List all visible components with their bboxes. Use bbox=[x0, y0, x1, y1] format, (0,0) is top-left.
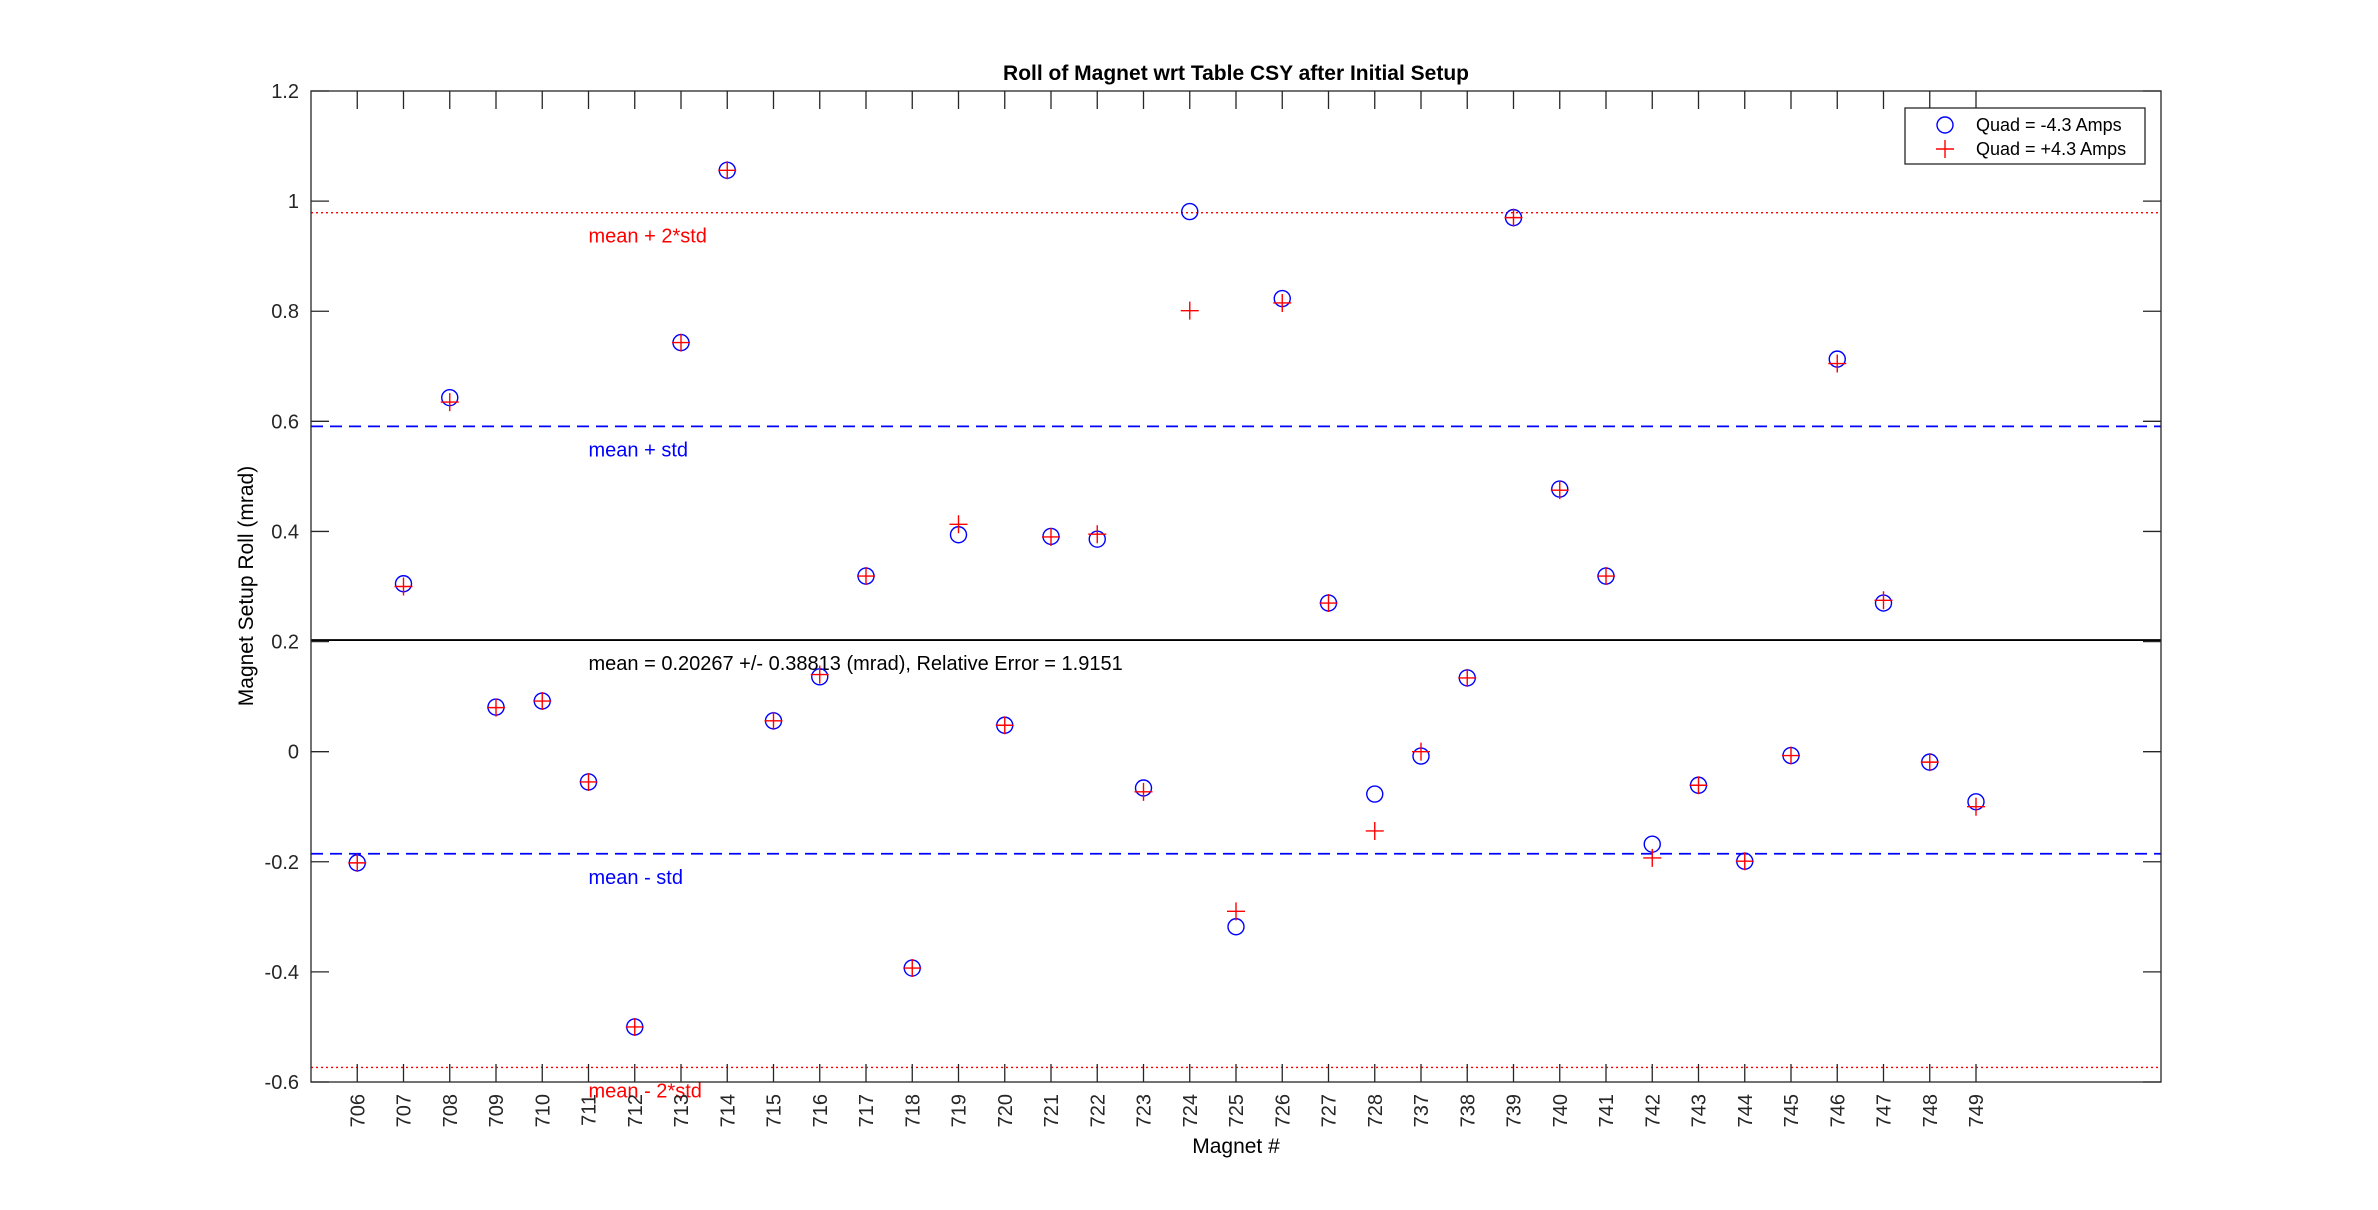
data-point-plus bbox=[1782, 746, 1800, 765]
reference-line-label: mean + 2*std bbox=[589, 226, 707, 248]
x-tick-label: 708 bbox=[440, 1094, 462, 1127]
y-tick-label: 0.4 bbox=[271, 521, 299, 543]
data-point-plus bbox=[579, 772, 598, 791]
x-tick-label: 746 bbox=[1827, 1094, 1849, 1127]
x-tick-label: 727 bbox=[1319, 1094, 1341, 1127]
data-point-circle bbox=[1227, 918, 1245, 936]
data-point-plus bbox=[764, 711, 783, 730]
y-tick-label: -0.6 bbox=[265, 1072, 299, 1094]
y-tick-label: -0.4 bbox=[265, 962, 299, 984]
reference-line-label: mean - 2*std bbox=[589, 1080, 702, 1102]
data-point-plus bbox=[1180, 301, 1199, 320]
x-tick-label: 725 bbox=[1226, 1094, 1248, 1127]
data-point-plus bbox=[1042, 527, 1060, 546]
x-tick-label: 709 bbox=[486, 1094, 508, 1127]
legend-marker bbox=[1936, 140, 1954, 158]
x-tick-label: 716 bbox=[810, 1094, 832, 1127]
data-point-plus bbox=[857, 567, 875, 586]
data-point-plus bbox=[1134, 782, 1153, 801]
data-point-plus bbox=[348, 853, 367, 872]
x-tick-label: 726 bbox=[1272, 1094, 1294, 1127]
y-tick-label: 1 bbox=[288, 191, 299, 213]
data-point-plus bbox=[1967, 797, 1985, 816]
x-tick-label: 723 bbox=[1134, 1094, 1156, 1127]
data-point-plus bbox=[810, 665, 829, 684]
legend-label: Quad = -4.3 Amps bbox=[1976, 115, 2122, 135]
data-point-plus bbox=[1504, 208, 1523, 227]
reference-line-label: mean - std bbox=[589, 867, 683, 889]
x-tick-label: 738 bbox=[1457, 1094, 1479, 1127]
x-tick-label: 720 bbox=[995, 1094, 1017, 1127]
data-point-plus bbox=[1597, 567, 1615, 586]
data-point-plus bbox=[1458, 668, 1477, 687]
x-tick-label: 719 bbox=[949, 1094, 971, 1127]
x-tick-label: 745 bbox=[1781, 1094, 1803, 1127]
y-tick-label: 0.6 bbox=[271, 411, 299, 433]
x-tick-label: 718 bbox=[902, 1094, 924, 1127]
x-tick-label: 728 bbox=[1365, 1094, 1387, 1127]
data-point-plus bbox=[1088, 525, 1107, 544]
x-tick-label: 721 bbox=[1041, 1094, 1063, 1127]
x-tick-label: 742 bbox=[1642, 1094, 1664, 1127]
x-tick-label: 717 bbox=[856, 1094, 878, 1127]
data-point-plus bbox=[394, 577, 413, 596]
reference-line-label: mean = 0.20267 +/- 0.38813 (mrad), Relat… bbox=[589, 653, 1123, 675]
data-point-plus bbox=[625, 1017, 644, 1036]
data-point-circle bbox=[1366, 785, 1384, 803]
legend-marker bbox=[1936, 116, 1954, 134]
data-point-plus bbox=[1412, 742, 1430, 761]
x-tick-label: 707 bbox=[394, 1094, 416, 1127]
data-point-plus bbox=[1920, 753, 1939, 772]
data-point-plus bbox=[1828, 354, 1847, 373]
y-tick-label: 0 bbox=[288, 742, 299, 764]
data-point-plus bbox=[1319, 594, 1338, 613]
x-tick-label: 748 bbox=[1920, 1094, 1942, 1127]
x-tick-label: 741 bbox=[1596, 1094, 1618, 1127]
x-tick-label: 722 bbox=[1087, 1094, 1109, 1127]
x-tick-label: 724 bbox=[1180, 1094, 1202, 1127]
data-point-plus bbox=[1874, 591, 1893, 610]
x-tick-label: 739 bbox=[1504, 1094, 1526, 1127]
data-point-plus bbox=[949, 515, 968, 534]
data-point-plus bbox=[487, 698, 505, 717]
x-tick-label: 706 bbox=[347, 1094, 369, 1127]
data-point-plus bbox=[718, 161, 737, 180]
x-tick-label: 714 bbox=[717, 1094, 739, 1127]
x-tick-label: 712 bbox=[625, 1094, 647, 1127]
x-tick-label: 711 bbox=[579, 1094, 601, 1126]
data-point-circle bbox=[1181, 202, 1199, 221]
data-point-plus bbox=[533, 692, 552, 711]
x-tick-label: 744 bbox=[1735, 1094, 1757, 1127]
data-point-plus bbox=[1550, 481, 1569, 500]
data-point-plus bbox=[995, 716, 1014, 735]
x-tick-label: 747 bbox=[1874, 1094, 1896, 1127]
data-point-plus bbox=[1273, 293, 1292, 312]
x-axis-label: Magnet # bbox=[1192, 1135, 1280, 1158]
data-point-plus bbox=[903, 959, 922, 978]
y-axis-label: Magnet Setup Roll (mrad) bbox=[235, 466, 258, 706]
y-tick-label: -0.2 bbox=[265, 852, 299, 874]
y-tick-label: 0.8 bbox=[271, 301, 299, 323]
x-tick-label: 737 bbox=[1411, 1094, 1433, 1127]
x-tick-label: 749 bbox=[1966, 1094, 1988, 1127]
x-tick-label: 743 bbox=[1689, 1094, 1711, 1127]
x-tick-label: 710 bbox=[532, 1094, 554, 1127]
x-tick-label: 740 bbox=[1550, 1094, 1572, 1127]
data-point-plus bbox=[1735, 852, 1754, 871]
plot-area: mean + 2*std mean + std mean = 0.20267 +/-… bbox=[265, 81, 2162, 1127]
y-tick-label: 0.2 bbox=[271, 632, 299, 654]
y-tick-label: 1.2 bbox=[271, 81, 299, 103]
data-point-plus bbox=[672, 333, 690, 352]
data-point-plus bbox=[1365, 821, 1384, 840]
data-point-plus bbox=[440, 393, 459, 412]
chart-title: Roll of Magnet wrt Table CSY after Initi… bbox=[1003, 62, 1469, 85]
x-tick-label: 715 bbox=[764, 1094, 786, 1127]
data-point-plus bbox=[1227, 902, 1245, 921]
legend-label: Quad = +4.3 Amps bbox=[1976, 139, 2126, 159]
x-tick-label: 713 bbox=[671, 1094, 693, 1127]
data-point-plus bbox=[1689, 776, 1708, 795]
data-point-plus bbox=[1643, 848, 1662, 867]
reference-line-label: mean + std bbox=[589, 439, 689, 461]
